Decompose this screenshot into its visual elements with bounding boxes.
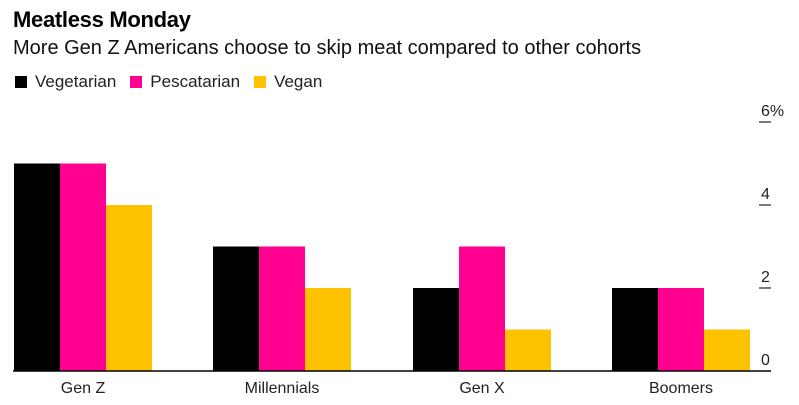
- bar-vegan-gen-x: [505, 329, 551, 371]
- bar-vegetarian-boomers: [612, 288, 658, 371]
- x-tick-label: Boomers: [649, 380, 713, 397]
- bar-vegan-millennials: [305, 288, 351, 371]
- y-tick-label: 6%: [761, 103, 784, 120]
- x-axis: Gen Z Millennials Gen X Boomers: [61, 380, 713, 397]
- bars-group: [14, 163, 750, 371]
- legend-item-vegan: Vegan: [254, 72, 322, 92]
- bar-vegan-boomers: [704, 329, 750, 371]
- legend-label-vegetarian: Vegetarian: [35, 72, 117, 91]
- legend-swatch-pescatarian: [130, 76, 143, 88]
- x-tick-label: Gen Z: [61, 380, 106, 397]
- chart-subtitle: More Gen Z Americans choose to skip meat…: [13, 37, 642, 59]
- y-axis: 6% 4 2 0: [759, 103, 784, 369]
- legend-item-pescatarian: Pescatarian: [130, 72, 240, 92]
- legend-item-vegetarian: Vegetarian: [15, 72, 116, 92]
- legend: Vegetarian Pescatarian Vegan: [15, 72, 336, 92]
- bar-vegetarian-gen-z: [14, 163, 60, 371]
- bar-pescatarian-boomers: [658, 288, 704, 371]
- y-tick-label: 4: [761, 186, 770, 203]
- bar-pescatarian-gen-z: [60, 163, 106, 371]
- legend-swatch-vegan: [254, 76, 267, 88]
- y-tick-label: 2: [761, 269, 770, 286]
- y-tick-label: 0: [761, 352, 770, 369]
- bar-vegetarian-gen-x: [413, 288, 459, 371]
- legend-swatch-vegetarian: [15, 76, 27, 88]
- chart-title: Meatless Monday: [13, 7, 191, 32]
- bar-vegan-gen-z: [106, 205, 152, 371]
- bar-vegetarian-millennials: [213, 246, 259, 371]
- legend-label-pescatarian: Pescatarian: [150, 72, 241, 91]
- bar-pescatarian-millennials: [259, 246, 305, 371]
- bar-pescatarian-gen-x: [459, 246, 505, 371]
- legend-label-vegan: Vegan: [274, 72, 323, 91]
- x-tick-label: Millennials: [245, 380, 320, 397]
- x-tick-label: Gen X: [459, 380, 505, 397]
